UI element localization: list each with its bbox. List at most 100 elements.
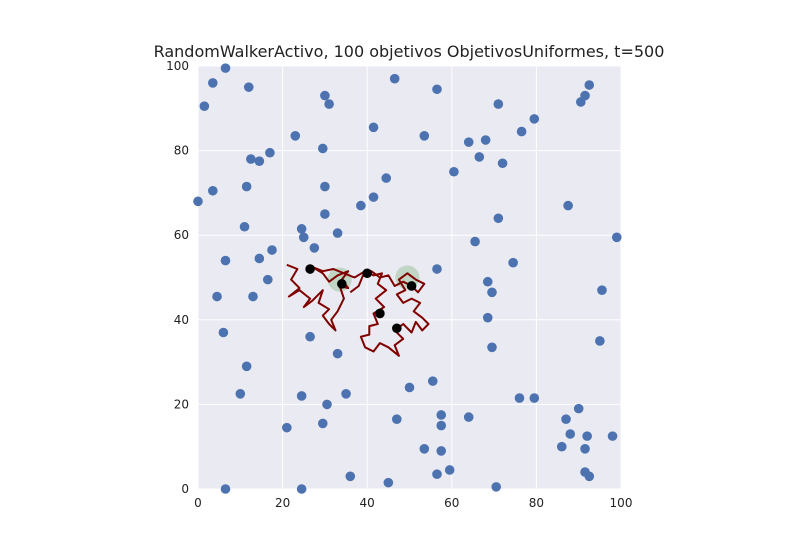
target-point bbox=[556, 441, 567, 452]
target-point bbox=[482, 312, 493, 323]
target-point bbox=[220, 63, 231, 73]
x-tick-label: 0 bbox=[194, 496, 202, 510]
target-point bbox=[419, 444, 430, 454]
target-point bbox=[427, 376, 438, 386]
y-tick-label: 100 bbox=[166, 59, 189, 73]
target-point bbox=[254, 253, 265, 264]
target-point bbox=[267, 245, 277, 255]
target-point bbox=[320, 181, 330, 192]
target-point bbox=[563, 200, 573, 211]
target-point bbox=[345, 471, 356, 482]
target-point bbox=[436, 446, 447, 456]
target-point bbox=[493, 213, 504, 224]
y-tick-label: 40 bbox=[174, 313, 189, 327]
target-point bbox=[239, 221, 250, 232]
y-tick-label: 0 bbox=[181, 482, 189, 496]
target-point bbox=[508, 257, 518, 268]
target-point bbox=[208, 185, 218, 196]
target-point bbox=[368, 122, 379, 133]
target-point bbox=[611, 232, 622, 243]
found-targets bbox=[305, 264, 417, 334]
target-point bbox=[480, 135, 491, 145]
x-tick-label: 40 bbox=[360, 496, 375, 510]
target-point bbox=[607, 431, 618, 441]
target-point bbox=[432, 469, 442, 479]
target-point bbox=[235, 389, 246, 399]
target-point bbox=[436, 410, 447, 420]
x-tick-label: 80 bbox=[529, 496, 544, 510]
found-point bbox=[337, 279, 347, 289]
target-point bbox=[193, 196, 203, 207]
target-point bbox=[317, 418, 328, 429]
target-point bbox=[573, 403, 584, 414]
x-tick-label: 20 bbox=[275, 496, 290, 510]
target-point bbox=[322, 399, 332, 410]
walk-line bbox=[286, 263, 430, 357]
target-point bbox=[290, 130, 301, 141]
target-point bbox=[582, 431, 592, 441]
target-point bbox=[296, 391, 307, 401]
target-point bbox=[444, 465, 455, 475]
target-point bbox=[320, 209, 330, 219]
target-point bbox=[324, 99, 334, 109]
y-axis-ticks: 0 20 40 60 80 100 bbox=[166, 59, 189, 496]
target-point bbox=[254, 156, 265, 166]
target-point bbox=[383, 477, 394, 488]
target-point bbox=[199, 101, 210, 111]
target-point bbox=[463, 137, 474, 147]
target-point bbox=[309, 243, 320, 253]
target-point bbox=[561, 414, 571, 425]
target-point bbox=[332, 348, 343, 359]
target-point bbox=[516, 126, 527, 137]
target-point bbox=[529, 393, 540, 403]
target-point bbox=[220, 255, 231, 266]
target-point bbox=[470, 236, 480, 247]
target-point bbox=[265, 147, 275, 158]
found-point bbox=[406, 281, 417, 291]
target-point bbox=[356, 200, 366, 211]
target-point bbox=[317, 143, 328, 154]
target-point bbox=[243, 82, 254, 92]
target-point bbox=[463, 412, 474, 422]
found-point bbox=[375, 308, 385, 319]
target-point bbox=[241, 361, 252, 372]
target-point bbox=[474, 152, 485, 162]
target-point bbox=[584, 471, 595, 482]
target-point bbox=[282, 422, 292, 433]
y-tick-label: 20 bbox=[174, 397, 189, 411]
target-point bbox=[218, 327, 229, 338]
found-point bbox=[362, 268, 373, 279]
x-tick-label: 100 bbox=[610, 496, 633, 510]
target-point bbox=[296, 224, 307, 234]
y-tick-label: 60 bbox=[174, 228, 189, 242]
chart-title: RandomWalkerActivo, 100 objetivos Objeti… bbox=[154, 42, 665, 61]
target-point bbox=[389, 73, 400, 84]
found-point bbox=[392, 323, 402, 334]
target-point bbox=[597, 285, 607, 295]
target-point bbox=[392, 414, 402, 425]
target-point bbox=[436, 420, 447, 431]
target-point bbox=[482, 276, 493, 287]
target-point bbox=[580, 444, 590, 454]
target-point bbox=[332, 228, 343, 238]
target-point bbox=[432, 84, 442, 95]
target-point bbox=[565, 429, 576, 439]
target-point bbox=[368, 192, 379, 202]
target-point bbox=[487, 342, 497, 353]
target-point bbox=[341, 389, 351, 399]
target-point bbox=[241, 181, 252, 192]
target-point bbox=[298, 232, 309, 243]
target-point bbox=[404, 382, 415, 393]
target-points bbox=[193, 63, 622, 494]
target-point bbox=[514, 393, 525, 403]
target-point bbox=[595, 336, 605, 346]
target-point bbox=[584, 80, 595, 90]
target-point bbox=[208, 78, 218, 88]
target-point bbox=[246, 154, 256, 164]
target-point bbox=[491, 482, 502, 492]
target-point bbox=[320, 90, 330, 101]
target-point bbox=[493, 99, 504, 109]
target-point bbox=[497, 158, 508, 169]
